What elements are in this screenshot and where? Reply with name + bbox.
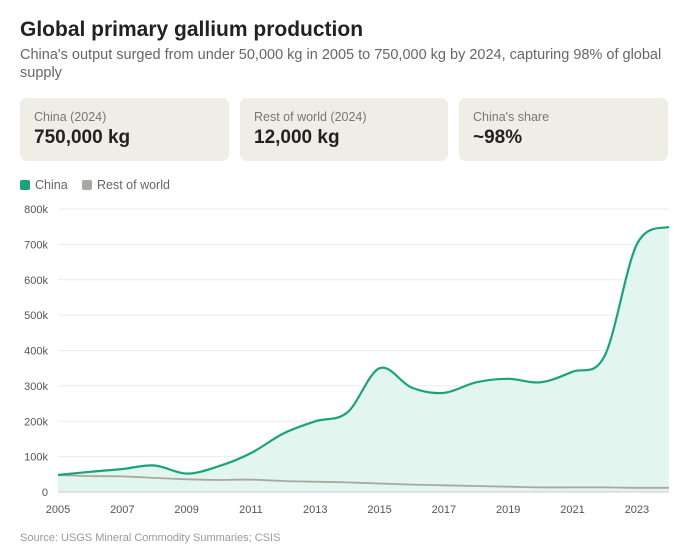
x-tick-label: 2011 (239, 504, 263, 516)
chart-subtitle: China's output surged from under 50,000 … (20, 47, 662, 81)
china-line (57, 225, 670, 477)
source-note: Source: USGS Mineral Commodity Summaries… (20, 532, 281, 544)
china-data-point (312, 418, 318, 424)
y-tick-label: 700k (24, 239, 48, 251)
rest-of-world-data-point (666, 485, 672, 491)
china-data-point (441, 390, 447, 396)
rest-of-world-data-point (55, 472, 61, 478)
rest-of-world-data-point (344, 479, 350, 485)
x-tick-label: 2019 (496, 504, 520, 516)
legend-item-china[interactable]: China (20, 178, 68, 192)
china-area (58, 226, 669, 492)
x-tick-label: 2017 (432, 504, 456, 516)
stat-card-china-share: China's share ~98% (459, 98, 668, 161)
rest-of-world-data-point (312, 479, 318, 485)
rest-of-world-data-point (537, 484, 543, 490)
x-tick-label: 2021 (560, 504, 584, 516)
x-tick-label: 2015 (367, 504, 391, 516)
x-tick-label: 2013 (303, 504, 327, 516)
china-data-point (184, 471, 190, 477)
y-tick-label: 400k (24, 346, 48, 358)
china-data-point (344, 409, 350, 415)
china-data-point (248, 450, 254, 456)
china-data-point (377, 365, 383, 371)
stat-card-value: 750,000 kg (34, 127, 131, 148)
stat-card-value: ~98% (473, 127, 523, 148)
rest-of-world-data-point (119, 473, 125, 479)
legend-label: Rest of world (97, 178, 170, 192)
stat-card-value: 12,000 kg (254, 127, 340, 148)
china-data-point (151, 462, 157, 468)
y-tick-label: 300k (24, 381, 48, 393)
y-tick-label: 500k (24, 310, 48, 322)
rest-of-world-line (57, 474, 669, 489)
rest-of-world-data-point (634, 485, 640, 491)
legend-swatch-rest-of-world (82, 180, 92, 190)
y-tick-label: 200k (24, 416, 48, 428)
stat-card-label: Rest of world (2024) (254, 110, 367, 124)
rest-of-world-data-point (184, 476, 190, 482)
china-data-point (473, 379, 479, 385)
y-tick-label: 800k (24, 204, 48, 216)
china-data-point (666, 224, 672, 230)
rest-of-world-data-point (505, 484, 511, 490)
rest-of-world-data-point (441, 482, 447, 488)
y-tick-label: 0 (42, 487, 48, 499)
stat-card-china: China (2024) 750,000 kg (20, 98, 229, 161)
china-data-point (505, 376, 511, 382)
legend-swatch-china (20, 180, 30, 190)
legend-item-rest-of-world[interactable]: Rest of world (82, 178, 170, 192)
china-data-point (537, 379, 543, 385)
rest-of-world-data-point (570, 484, 576, 490)
legend-label: China (35, 178, 68, 192)
x-tick-label: 2023 (625, 504, 649, 516)
china-data-point (280, 431, 286, 437)
rest-of-world-data-point (602, 484, 608, 490)
china-data-point (119, 466, 125, 472)
rest-of-world-data-point (409, 482, 415, 488)
x-tick-label: 2007 (110, 504, 134, 516)
y-tick-label: 600k (24, 275, 48, 287)
rest-of-world-data-point (377, 481, 383, 487)
china-data-point (409, 385, 415, 391)
rest-of-world-data-point (87, 473, 93, 479)
stat-card-rest-of-world: Rest of world (2024) 12,000 kg (240, 98, 448, 161)
rest-of-world-data-point (280, 478, 286, 484)
rest-of-world-data-point (248, 477, 254, 483)
rest-of-world-data-point (473, 483, 479, 489)
chart-title: Global primary gallium production (20, 18, 364, 41)
area-chart: 0 100k 200k 300k 400k 500k 600k 700k 800k 2005 200… (24, 204, 672, 516)
x-tick-label: 2005 (46, 504, 70, 516)
y-tick-label: 100k (24, 452, 48, 464)
stat-card-label: China (2024) (34, 110, 107, 124)
china-data-point (634, 241, 640, 247)
china-data-point (216, 463, 222, 469)
china-data-point (570, 369, 576, 375)
rest-of-world-data-point (151, 475, 157, 481)
x-tick-label: 2009 (174, 504, 198, 516)
china-data-point (602, 353, 608, 359)
stat-card-label: China's share (473, 110, 550, 124)
rest-of-world-data-point (216, 477, 222, 483)
